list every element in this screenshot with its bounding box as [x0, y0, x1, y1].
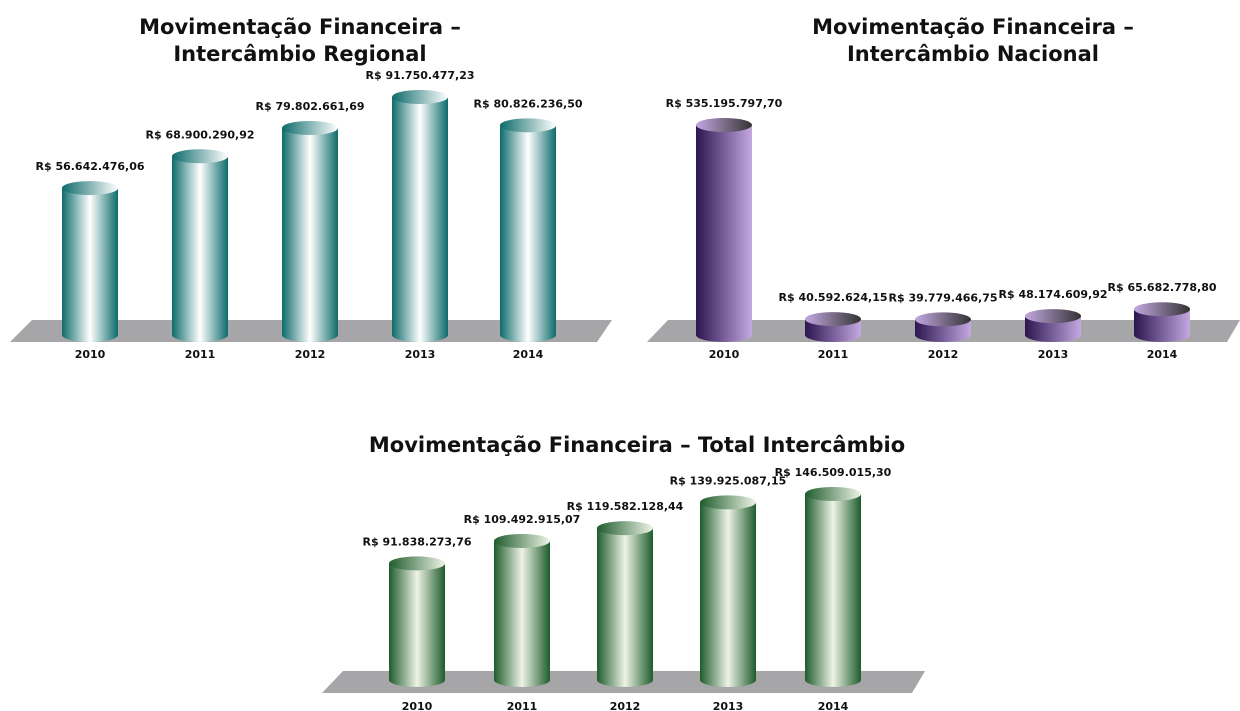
bar	[700, 502, 756, 680]
bar	[172, 156, 228, 335]
cylinder-top	[282, 120, 338, 135]
value-label: R$ 119.582.128,44	[567, 500, 684, 513]
cylinder-top	[500, 118, 556, 133]
cylinder-top	[805, 312, 861, 327]
value-label: R$ 146.509.015,30	[775, 466, 892, 479]
value-label: R$ 68.900.290,92	[145, 128, 254, 141]
cylinder-top	[1025, 309, 1081, 324]
value-label: R$ 109.492.915,07	[464, 513, 581, 526]
x-tick-label: 2011	[818, 348, 849, 361]
value-label: R$ 91.838.273,76	[362, 535, 471, 548]
x-tick-label: 2010	[709, 348, 740, 361]
bar	[500, 125, 556, 335]
x-tick-label: 2011	[507, 700, 538, 711]
value-label: R$ 535.195.797,70	[666, 97, 783, 110]
bar	[696, 125, 752, 335]
bar	[282, 127, 338, 335]
x-tick-label: 2012	[295, 348, 326, 361]
x-tick-label: 2010	[75, 348, 106, 361]
bar	[389, 563, 445, 680]
x-tick-label: 2013	[405, 348, 436, 361]
cylinder-top	[700, 495, 756, 510]
x-tick-label: 2014	[818, 700, 849, 711]
cylinder-top	[1134, 302, 1190, 317]
x-tick-label: 2012	[928, 348, 959, 361]
x-tick-label: 2014	[1147, 348, 1178, 361]
x-tick-label: 2013	[713, 700, 744, 711]
cylinder-top	[172, 149, 228, 164]
bar	[392, 97, 448, 335]
cylinder-top	[389, 556, 445, 571]
value-label: R$ 40.592.624,15	[778, 291, 887, 304]
x-tick-label: 2014	[513, 348, 544, 361]
bar	[805, 494, 861, 680]
cylinder-top	[805, 487, 861, 501]
x-tick-label: 2011	[185, 348, 216, 361]
value-label: R$ 56.642.476,06	[35, 160, 144, 173]
cylinder-top	[494, 533, 550, 548]
bar	[494, 540, 550, 680]
x-tick-label: 2013	[1038, 348, 1069, 361]
chart-title: Movimentação Financeira – Intercâmbio Re…	[139, 15, 461, 66]
value-label: R$ 48.174.609,92	[998, 288, 1107, 301]
cylinder-top	[597, 521, 653, 536]
chart-title: Movimentação Financeira – Intercâmbio Na…	[812, 15, 1134, 66]
cylinder-top	[62, 181, 118, 196]
value-label: R$ 80.826.236,50	[473, 97, 582, 110]
bar	[597, 528, 653, 680]
bar	[62, 188, 118, 335]
chart-title: Movimentação Financeira – Total Intercâm…	[368, 433, 906, 457]
cylinder-top	[915, 312, 971, 327]
value-label: R$ 91.750.477,23	[365, 69, 474, 82]
x-tick-label: 2010	[402, 700, 433, 711]
value-label: R$ 65.682.778,80	[1107, 281, 1216, 294]
value-label: R$ 39.779.466,75	[888, 291, 997, 304]
cylinder-top	[392, 90, 448, 104]
value-label: R$ 79.802.661,69	[255, 100, 364, 113]
x-tick-label: 2012	[610, 700, 641, 711]
value-label: R$ 139.925.087,15	[670, 474, 787, 487]
cylinder-top	[696, 118, 752, 132]
